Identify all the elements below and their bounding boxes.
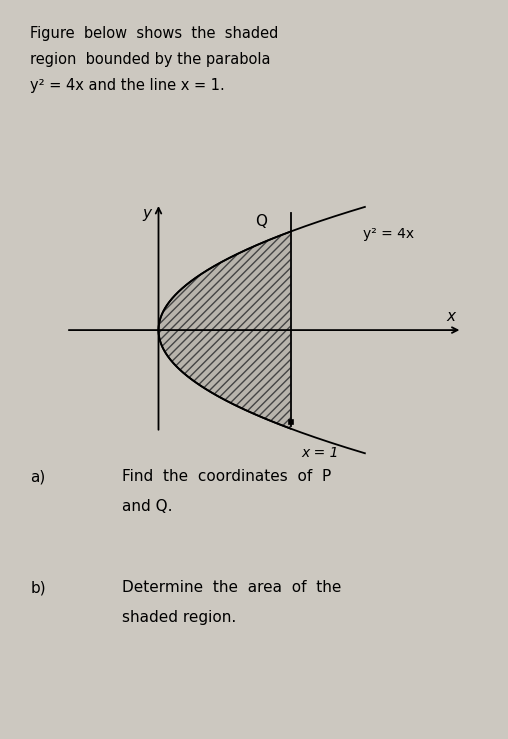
Text: x: x [447, 309, 456, 324]
Text: Figure  below  shows  the  shaded: Figure below shows the shaded [30, 26, 279, 41]
Text: region  bounded by the parabola: region bounded by the parabola [30, 52, 271, 67]
Text: and Q.: and Q. [122, 499, 172, 514]
Text: y² = 4x: y² = 4x [363, 227, 415, 241]
Text: y: y [143, 206, 152, 221]
Text: a): a) [30, 469, 46, 484]
Text: Q: Q [256, 214, 268, 229]
Text: Find  the  coordinates  of  P: Find the coordinates of P [122, 469, 331, 484]
Text: shaded region.: shaded region. [122, 610, 236, 624]
Text: Determine  the  area  of  the: Determine the area of the [122, 580, 341, 595]
Text: b): b) [30, 580, 46, 595]
Text: y² = 4x and the line x = 1.: y² = 4x and the line x = 1. [30, 78, 225, 92]
Text: x = 1: x = 1 [301, 446, 339, 460]
